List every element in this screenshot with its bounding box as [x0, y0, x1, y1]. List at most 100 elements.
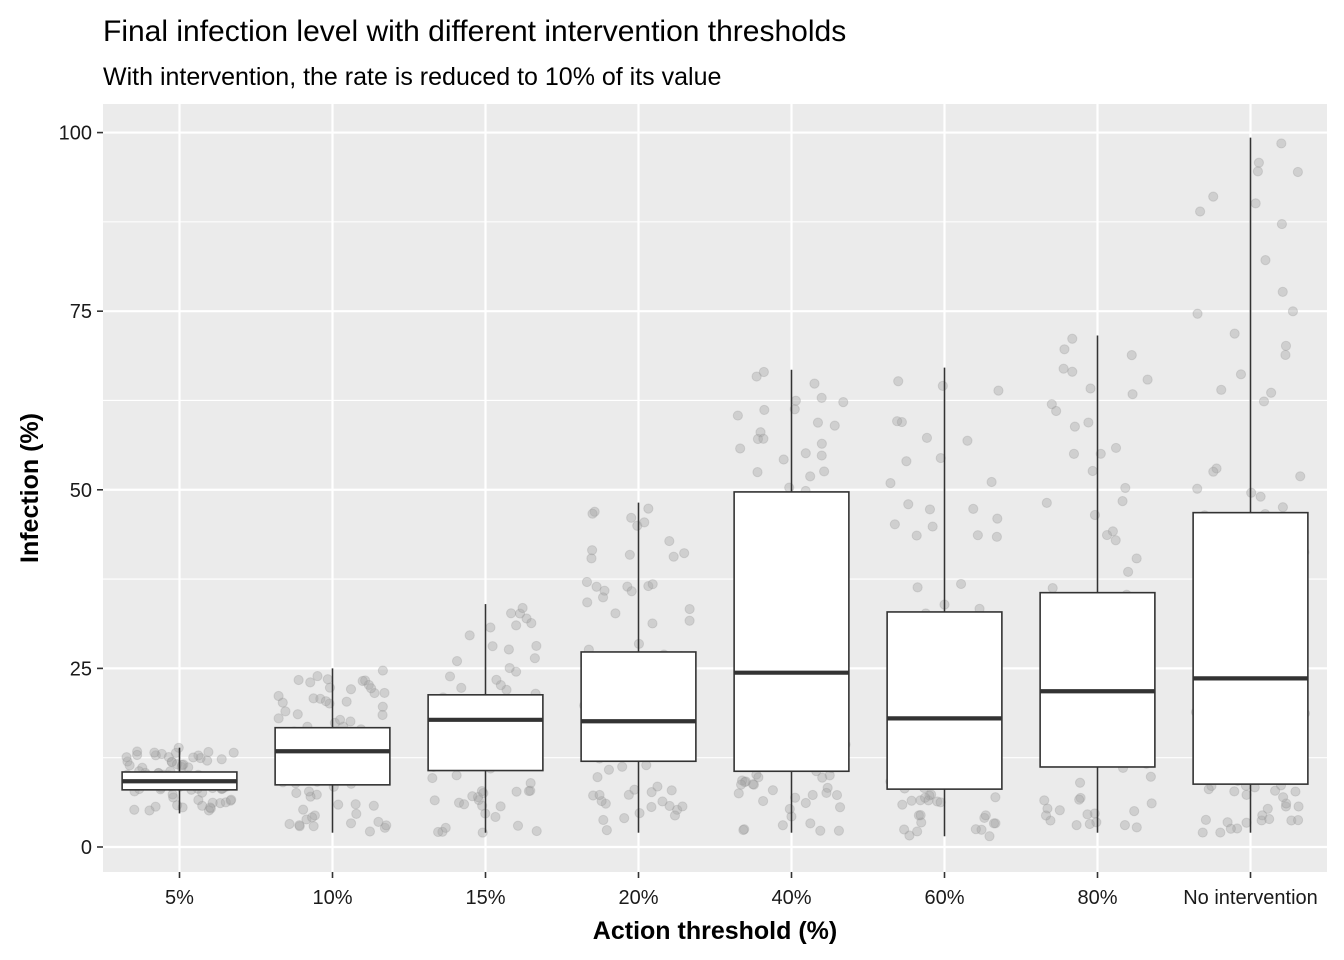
jitter-point — [747, 779, 759, 790]
jitter-point — [632, 520, 643, 531]
jitter-point — [753, 772, 764, 783]
jitter-point — [429, 795, 440, 806]
jitter-point — [664, 800, 675, 812]
jitter-point — [1129, 806, 1140, 817]
jitter-point — [777, 820, 788, 831]
jitter-point — [379, 687, 390, 699]
jitter-point — [935, 452, 946, 464]
jitter-point — [531, 825, 542, 837]
jitter-point — [1278, 792, 1289, 803]
jitter-point — [646, 801, 657, 813]
jitter-point — [381, 820, 392, 831]
jitter-point — [197, 800, 208, 811]
jitter-point — [377, 709, 388, 721]
jitter-point — [619, 813, 630, 824]
jitter-point — [752, 433, 764, 445]
jitter-point — [205, 802, 216, 813]
jitter-point — [529, 653, 540, 664]
jitter-point — [805, 818, 816, 829]
jitter-point — [1211, 463, 1222, 474]
jitter-point — [315, 693, 326, 704]
jitter-point — [1047, 582, 1058, 594]
jitter-point — [1216, 384, 1227, 395]
jitter-point — [666, 785, 677, 796]
jitter-point — [657, 796, 668, 807]
jitter-point — [350, 799, 361, 810]
jitter-point — [1146, 798, 1157, 809]
jitter-point — [1269, 785, 1281, 796]
jitter-point — [629, 784, 640, 795]
jitter-point — [664, 535, 675, 547]
jitter-point — [677, 801, 688, 812]
jitter-point — [679, 548, 690, 559]
jitter-point — [1145, 771, 1156, 782]
jitter-point — [1264, 813, 1275, 825]
jitter-point — [305, 677, 316, 688]
jitter-point — [292, 709, 303, 720]
jitter-point — [226, 794, 237, 805]
jitter-point — [626, 512, 637, 523]
jitter-point — [1075, 792, 1086, 804]
jitter-point — [896, 416, 907, 428]
jitter-point — [778, 454, 789, 465]
jitter-point — [215, 798, 226, 809]
jitter-point — [1085, 383, 1096, 394]
jitter-point — [427, 772, 438, 784]
jitter-point — [988, 818, 1000, 829]
jitter-point — [312, 670, 323, 682]
jitter-point — [1281, 798, 1292, 809]
x-axis: 5% 10% 15% 20% 40% 60% 80% No intervention — [165, 872, 1318, 909]
jitter-point — [311, 789, 322, 800]
jitter-point — [512, 820, 524, 831]
jitter-point — [1068, 448, 1080, 459]
jitter-point — [1194, 206, 1206, 217]
jitter-point — [992, 513, 1003, 524]
jitter-point — [172, 800, 183, 811]
jitter-point — [587, 545, 598, 556]
jitter-point — [733, 788, 744, 799]
jitter-point — [594, 789, 605, 801]
jitter-point — [790, 792, 801, 803]
jitter-point — [1142, 374, 1153, 385]
jitter-point — [993, 385, 1004, 396]
jitter-point — [453, 797, 465, 808]
jitter-point — [816, 438, 827, 449]
jitter-point — [816, 450, 827, 461]
jitter-point — [150, 750, 161, 761]
jitter-point — [333, 799, 344, 810]
x-axis-title: Action threshold (%) — [593, 917, 837, 945]
jitter-point — [503, 644, 514, 655]
y-tick-label: 25 — [70, 658, 92, 680]
jitter-point — [177, 802, 188, 813]
jitter-point — [582, 597, 593, 608]
jitter-point — [735, 443, 746, 454]
jitter-point — [1054, 805, 1065, 816]
jitter-point — [990, 818, 1001, 829]
jitter-point — [363, 679, 374, 691]
jitter-point — [824, 770, 835, 781]
jitter-point — [1069, 421, 1080, 432]
jitter-point — [309, 810, 320, 821]
jitter-point — [1074, 777, 1086, 788]
jitter-point — [1192, 483, 1203, 494]
jitter-point — [684, 615, 695, 626]
jitter-point — [360, 675, 371, 686]
jitter-point — [167, 789, 178, 800]
jitter-point — [273, 690, 284, 702]
jitter-point — [599, 585, 610, 596]
jitter-point — [505, 608, 517, 619]
jitter-point — [437, 826, 448, 837]
jitter-point — [1280, 801, 1292, 812]
jitter-point — [531, 640, 542, 652]
jitter-point — [752, 467, 763, 478]
jitter-point — [473, 794, 484, 806]
jitter-point — [132, 746, 143, 757]
jitter-point — [373, 816, 384, 827]
jitter-point — [1262, 803, 1273, 814]
jitter-point — [379, 822, 391, 833]
jitter-point — [1071, 820, 1082, 831]
jitter-point — [1276, 138, 1287, 149]
jitter-point — [1107, 526, 1118, 537]
jitter-point — [490, 811, 501, 823]
jitter-point — [626, 586, 637, 597]
